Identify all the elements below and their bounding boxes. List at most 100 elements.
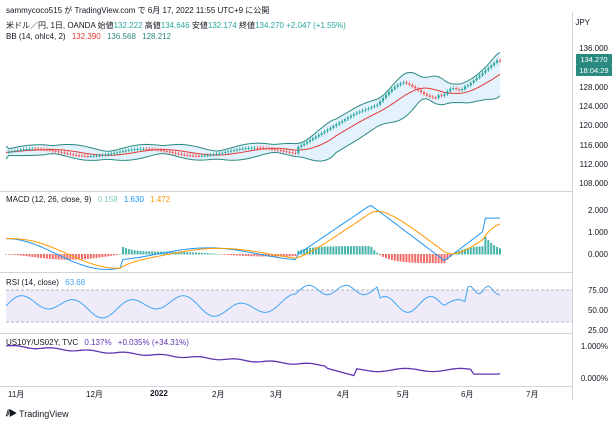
bb-band-fill [6,52,500,162]
change-value: +2.047 (+1.55%) [286,21,346,30]
candle-body [227,151,230,153]
candle-body [75,154,78,156]
candle-body [428,95,431,97]
tvc-tick-label: 0.000% [580,374,608,383]
macd-histogram-bar [116,254,119,255]
candle-body [235,149,238,151]
candle-body [417,88,420,91]
candle-body [63,152,66,154]
macd-histogram-bar [481,246,484,255]
candle-body [157,149,159,151]
candle-body [449,88,452,92]
candle-body [358,111,361,113]
macd-histogram-bar [28,254,31,257]
macd-histogram-bar [22,254,25,256]
rsi-label[interactable]: RSI (14, close) [6,278,59,287]
candle-body [183,154,186,156]
candle-body [259,147,262,149]
macd-histogram-bar [81,254,83,260]
candle-body [107,153,110,155]
macd-histogram-bar [148,251,151,255]
macd-histogram-bar [431,254,434,264]
macd-histogram-bar [484,236,487,255]
macd-histogram-bar [136,250,139,255]
candle-body [145,148,148,150]
macd-histogram-bar [469,247,472,255]
candle-body [119,151,121,153]
candle-body [209,154,212,156]
macd-histogram-bar [361,246,364,255]
candle-body [326,129,329,132]
candle-body [364,109,367,111]
macd-histogram-bar [168,251,171,255]
macd-histogram-bar [268,254,271,257]
macd-histogram-bar [119,253,121,255]
macd-histogram-bar [411,254,414,263]
pane-separator[interactable] [0,333,572,334]
macd-histogram-bar [34,254,37,258]
candle-body [192,155,195,157]
candle-body [168,151,171,153]
candle-body [113,152,116,154]
macd-histogram-bar [393,254,396,261]
symbol-name[interactable]: 米ドル／円, 1日, OANDA [6,21,96,30]
macd-line-value: 1.630 [123,195,144,204]
macd-histogram-bar [461,249,463,255]
time-axis-label: 2月 [212,390,225,399]
tvc-tick-label: 1.000% [580,342,608,351]
macd-histogram-bar [101,254,104,258]
candle-body [297,146,300,154]
macd-histogram-bar [341,246,344,255]
candle-body [443,94,446,96]
macd-histogram-bar [463,248,466,255]
macd-histogram-bar [197,252,200,255]
macd-histogram-bar [5,254,7,255]
macd-histogram-bar [490,242,493,255]
candle-body [195,155,197,157]
candle-body [197,155,200,157]
macd-label[interactable]: MACD (12, 26, close, 9) [6,195,92,204]
candle-body [347,117,349,120]
publish-attribution: sammycoco515 が TradingView.com で 6月 17, … [6,6,270,15]
candle-body [446,91,449,95]
candle-body [83,155,86,157]
macd-histogram-bar [382,254,385,257]
macd-histogram-bar [434,254,437,264]
macd-histogram-bar [297,250,300,255]
macd-histogram-bar [417,254,420,263]
candle-body [54,150,57,152]
open-label: 始値 [97,21,114,30]
pane-separator[interactable] [0,272,572,273]
high-label: 高値 [144,21,161,30]
macd-histogram-bar [121,246,124,255]
pane-separator[interactable] [0,191,572,192]
candle-body [16,150,19,152]
candle-body [101,154,104,156]
macd-histogram-bar [95,254,98,258]
macd-histogram-bar [306,248,309,255]
close-value: 134.270 [255,21,284,30]
macd-histogram-bar [282,254,285,257]
candle-body [165,150,168,152]
macd-histogram-bar [250,254,253,257]
candle-body [499,60,501,62]
macd-histogram-bar [218,253,221,255]
candle-body [200,155,203,157]
candle-body [206,155,209,157]
candle-body [247,147,250,149]
candle-body [89,156,92,158]
price-tick-label: 108.000 [579,179,608,189]
candle-body [43,149,45,151]
candle-body [230,150,233,152]
macd-histogram-bar [352,246,355,255]
candle-body [69,153,72,155]
bb-label[interactable]: BB (14, ohlc4, 2) [6,32,66,41]
bb-legend: BB (14, ohlc4, 2) 132.390 136.568 128.21… [6,32,175,41]
macd-histogram-bar [203,253,206,255]
candle-body [241,148,244,150]
tradingview-brand[interactable]: ⫽▶ TradingView [6,408,69,419]
candle-body [212,154,215,156]
tvc-label[interactable]: US10Y/US02Y, TVC [6,338,79,347]
low-value: 132.174 [207,21,237,30]
